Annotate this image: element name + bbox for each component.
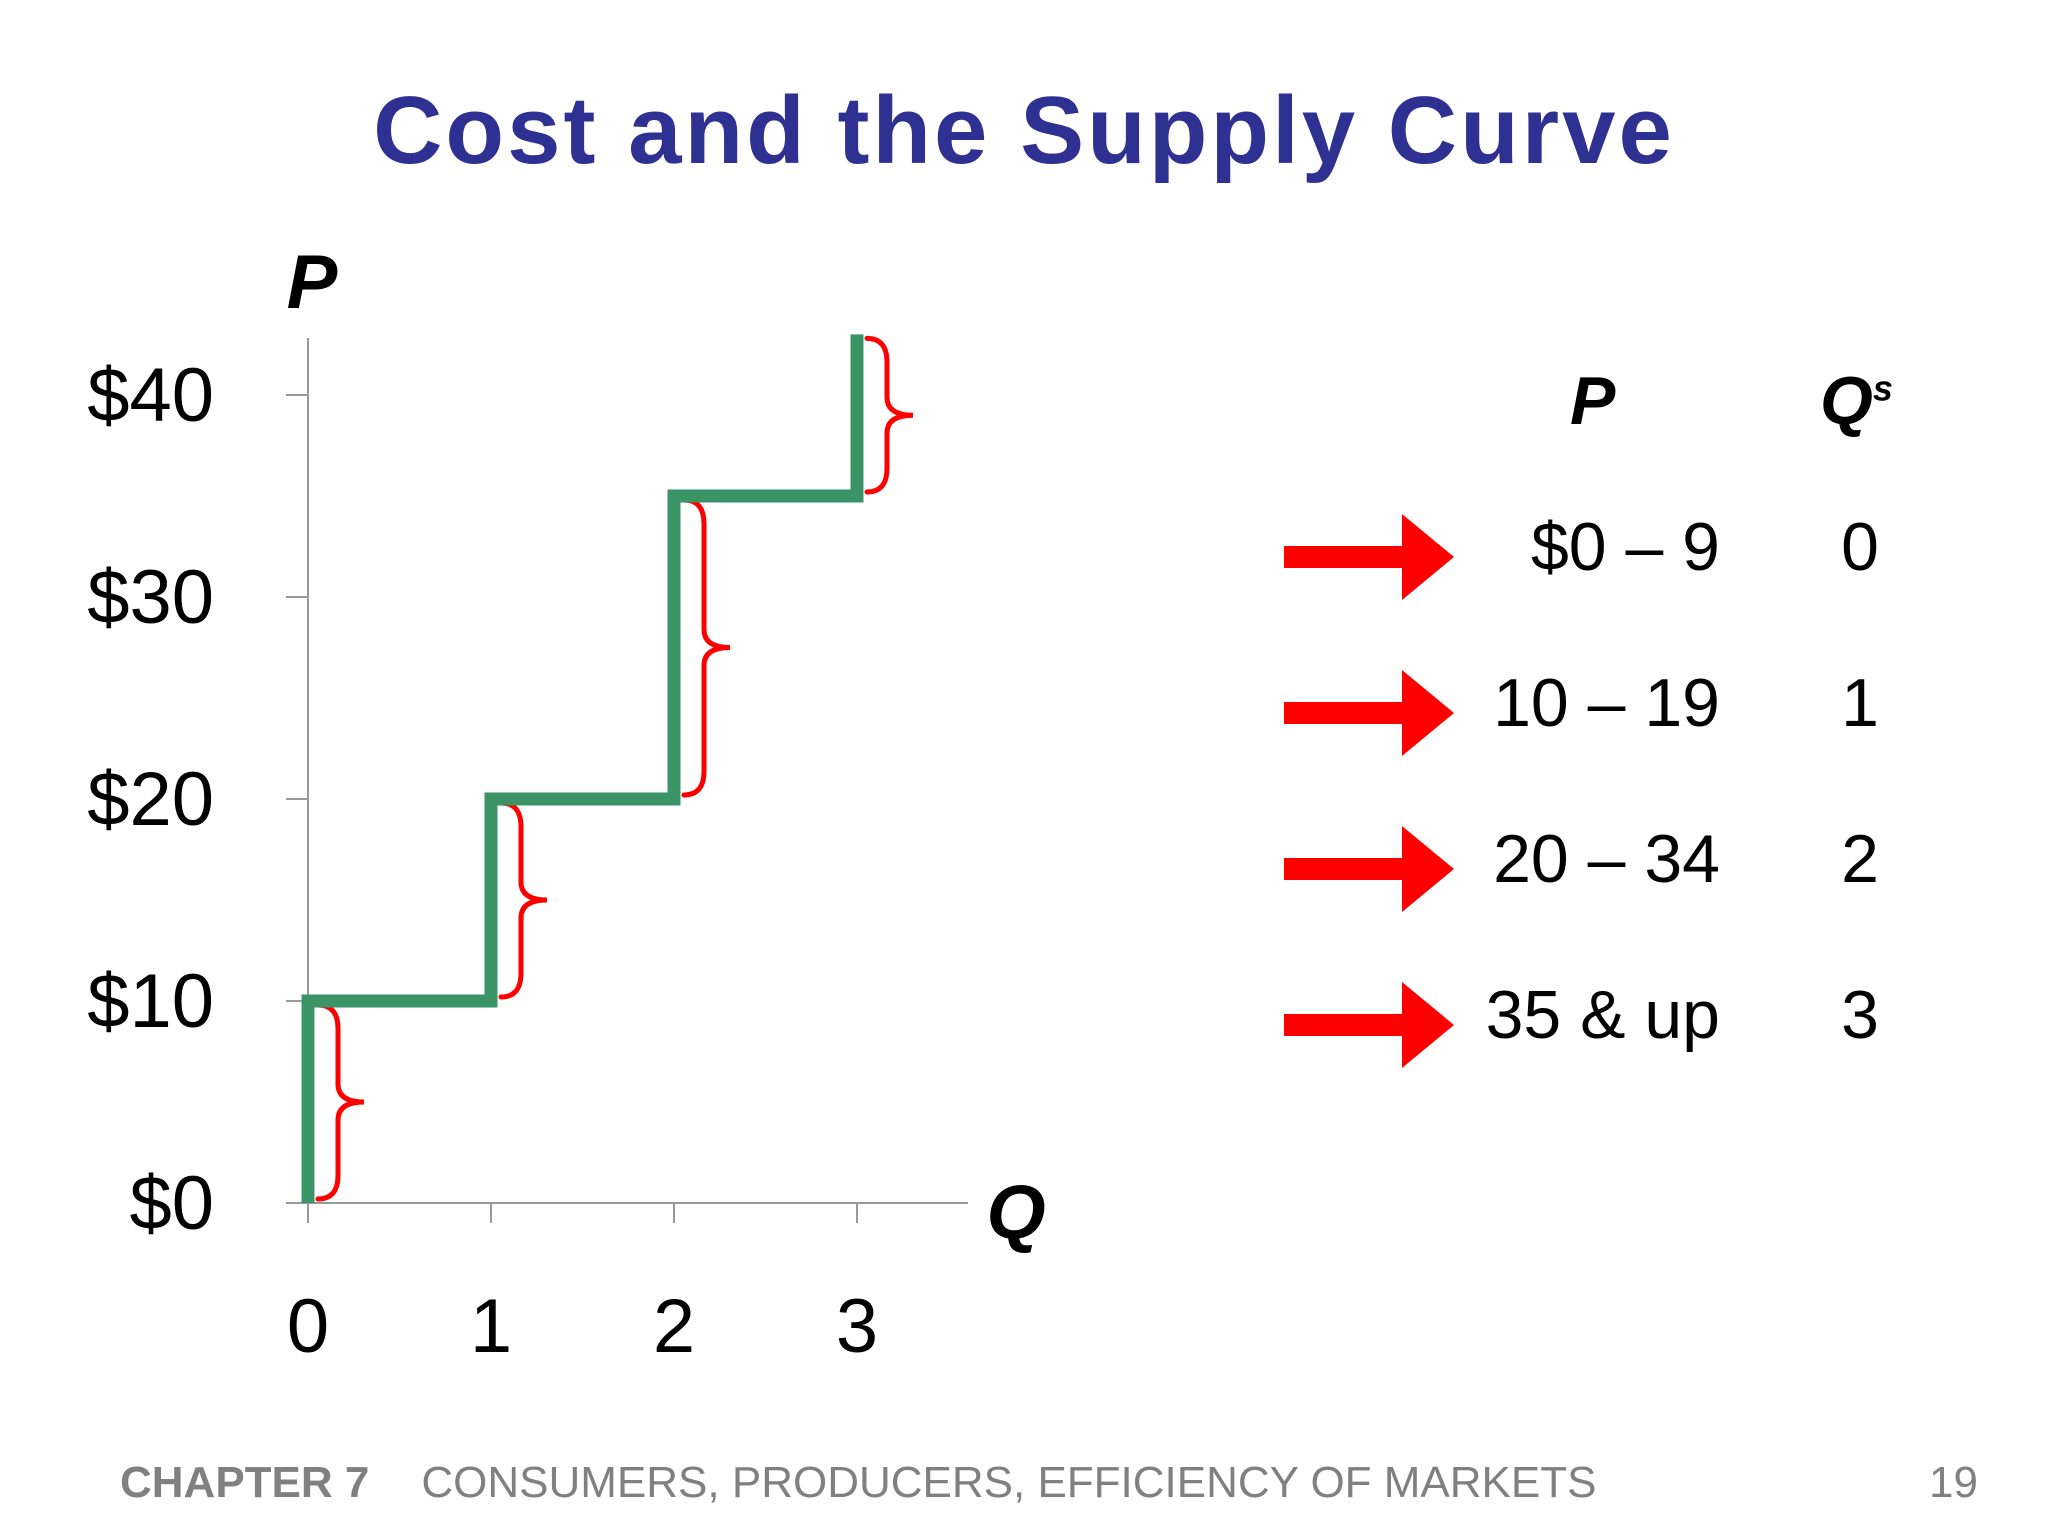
- schedule-price-range: 20 – 34: [1493, 821, 1720, 897]
- schedule-price-range: 35 & up: [1485, 977, 1720, 1053]
- red-arrow-icon: [1284, 514, 1454, 600]
- footer-chapter: CHAPTER 7: [120, 1458, 370, 1507]
- x-tick-label: 0: [287, 1284, 329, 1369]
- schedule-header-q: Q: [1820, 363, 1873, 439]
- schedule-quantity-supplied: 1: [1841, 665, 1879, 741]
- y-tick-label: $40: [87, 353, 214, 438]
- interval-brace: [864, 335, 914, 495]
- x-tick-label: 1: [470, 1284, 512, 1369]
- footer: CHAPTER 7 CONSUMERS, PRODUCERS, EFFICIENC…: [120, 1458, 1596, 1508]
- red-arrow-icon: [1284, 982, 1454, 1068]
- red-arrow-icon: [1284, 670, 1454, 756]
- y-axis-label: P: [287, 240, 338, 325]
- interval-brace: [681, 497, 731, 798]
- slide-title: Cost and the Supply Curve: [373, 77, 1675, 184]
- schedule-price-range: $0 – 9: [1530, 509, 1720, 585]
- interval-brace: [315, 1002, 365, 1202]
- schedule-quantity-supplied: 0: [1841, 509, 1879, 585]
- red-arrow-icon: [1284, 826, 1454, 912]
- y-tick-label: $20: [87, 757, 214, 842]
- chart-axes: [307, 338, 968, 1204]
- schedule-header-price: P: [1570, 363, 1616, 439]
- y-tick-label: $30: [87, 555, 214, 640]
- supply-step-line: [301, 334, 864, 1203]
- interval-brace: [498, 800, 548, 1000]
- x-axis-label: Q: [986, 1170, 1045, 1255]
- schedule-quantity-supplied: 2: [1841, 821, 1879, 897]
- chart-braces: [315, 335, 914, 1202]
- schedule-header-quantity: Qs: [1820, 362, 1893, 440]
- footer-subject: CONSUMERS, PRODUCERS, EFFICIENCY OF MARK…: [421, 1458, 1597, 1507]
- y-tick-label: $10: [87, 959, 214, 1044]
- page-number: 19: [1929, 1458, 1978, 1507]
- y-tick-label: $0: [129, 1161, 214, 1246]
- x-tick-label: 2: [653, 1284, 695, 1369]
- schedule-quantity-supplied: 3: [1841, 977, 1879, 1053]
- x-tick-label: 3: [836, 1284, 878, 1369]
- schedule-header-q-superscript: s: [1872, 367, 1893, 409]
- chart-series: [301, 334, 864, 1203]
- chart-ticks: [286, 394, 858, 1223]
- schedule-price-range: 10 – 19: [1493, 665, 1720, 741]
- chart-labels: 0 1 2 3 $0 $10 $20 $30 $40 P Q: [87, 240, 1045, 1369]
